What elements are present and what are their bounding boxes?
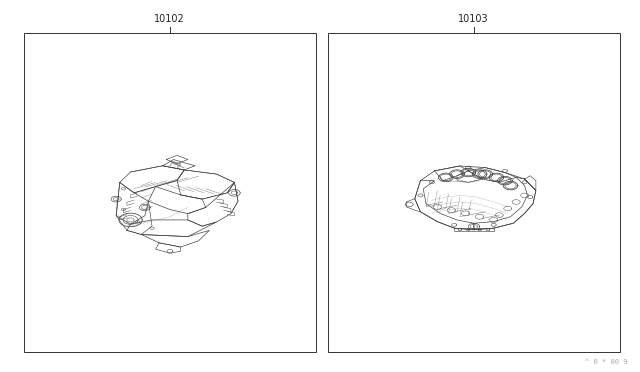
Bar [24,33,316,352]
Text: ^ 0 * 00 9: ^ 0 * 00 9 [585,359,627,365]
Text: 10103: 10103 [458,14,489,24]
Text: 10102: 10102 [154,14,185,24]
Bar [328,33,620,352]
